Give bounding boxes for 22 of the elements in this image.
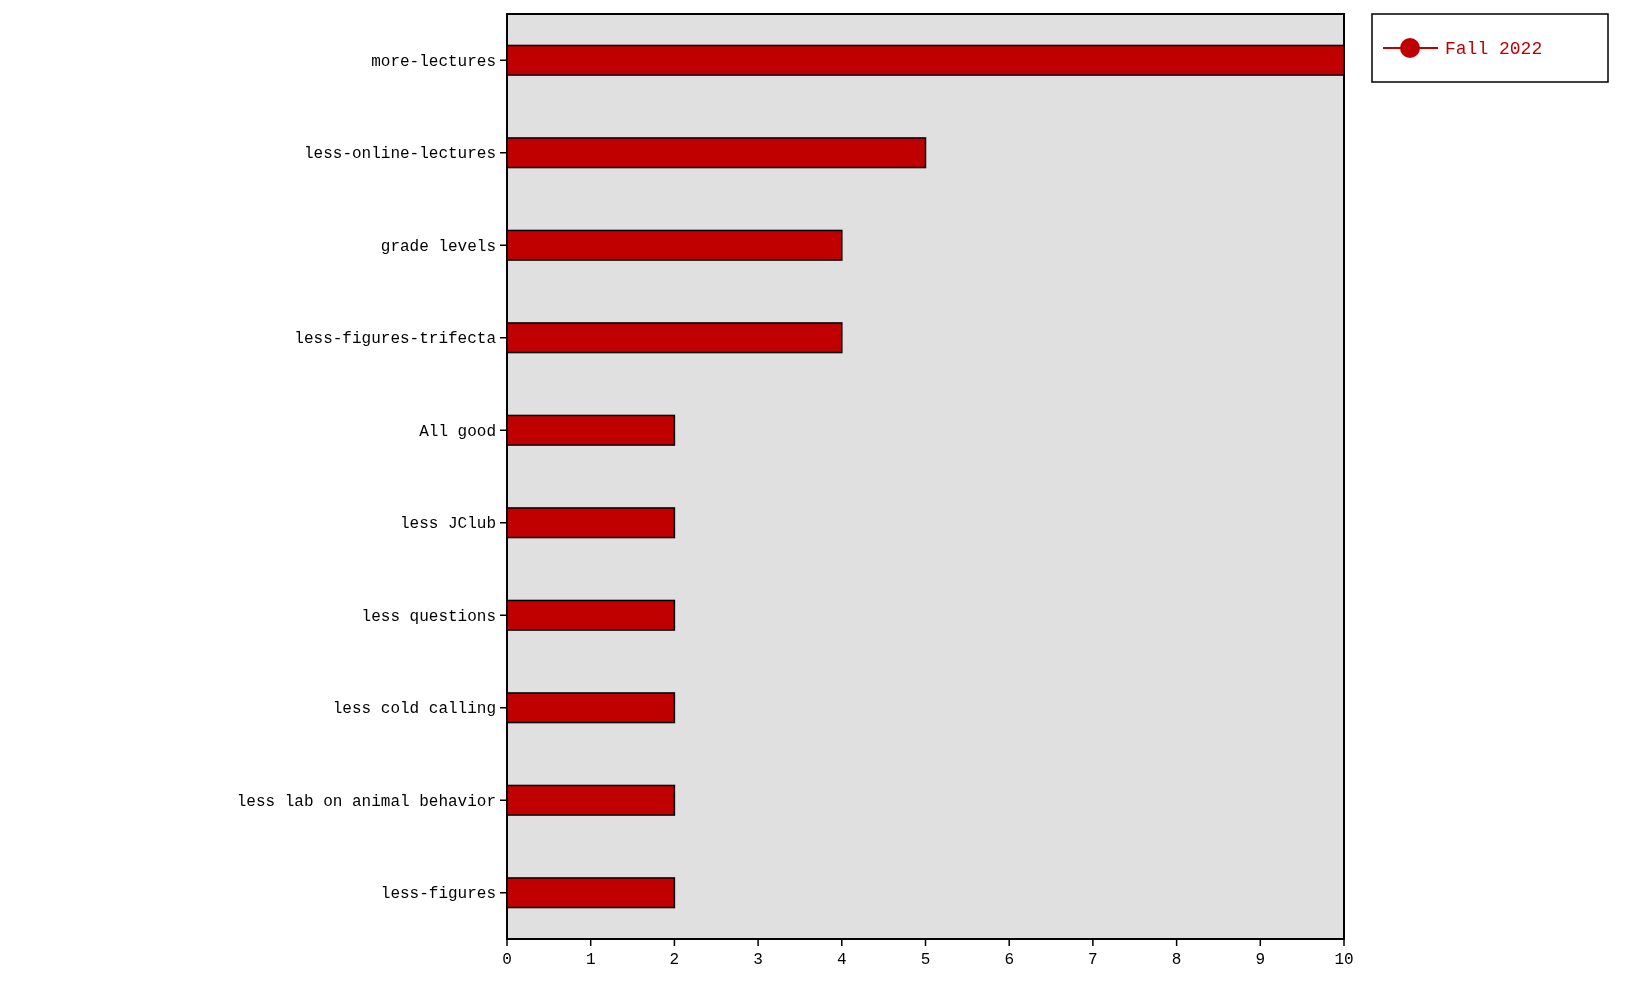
x-tick-label: 0 bbox=[502, 951, 512, 969]
y-tick-label: less JClub bbox=[399, 515, 496, 534]
x-tick-label: 10 bbox=[1334, 951, 1354, 969]
x-tick-label: 7 bbox=[1088, 951, 1098, 969]
x-tick-label: 2 bbox=[669, 951, 680, 969]
x-tick-label: 3 bbox=[753, 951, 763, 969]
x-tick-label: 8 bbox=[1171, 951, 1182, 969]
x-tick-label: 4 bbox=[837, 951, 847, 969]
legend-label: Fall 2022 bbox=[1445, 39, 1543, 60]
x-tick-label: 5 bbox=[920, 951, 931, 969]
x-tick-label: 6 bbox=[1004, 951, 1014, 969]
x-tick-label: 9 bbox=[1255, 951, 1266, 969]
y-tick-label: All good bbox=[419, 422, 496, 441]
y-tick-label: more-lectures bbox=[371, 52, 496, 71]
y-tick-label: less-figures-trifecta bbox=[294, 330, 497, 349]
y-tick-label: less cold calling bbox=[332, 700, 496, 719]
y-tick-label: less questions bbox=[361, 607, 496, 626]
y-tick-label: less lab on animal behavior bbox=[236, 792, 496, 811]
y-tick-label: grade levels bbox=[380, 237, 496, 256]
y-tick-label: less-online-lectures bbox=[303, 145, 496, 164]
y-tick-label: less-figures bbox=[380, 885, 496, 904]
x-tick-label: 1 bbox=[585, 951, 596, 969]
